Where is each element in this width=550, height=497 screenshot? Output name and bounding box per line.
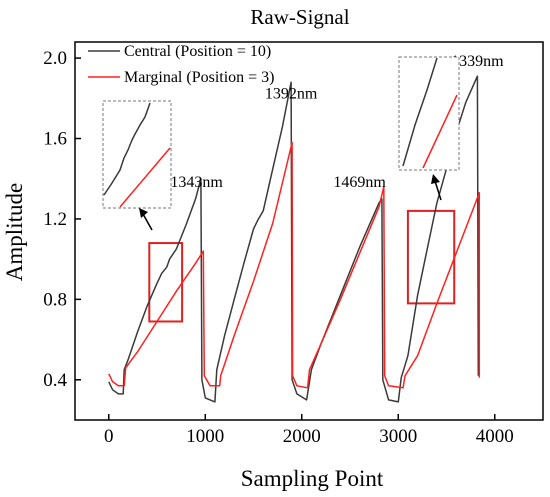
plot-frame — [74, 41, 544, 421]
annotation-wavelength: 1343nm — [170, 174, 223, 191]
y-tick-label: 0.8 — [43, 289, 67, 310]
x-axis-title: Sampling Point — [241, 466, 384, 491]
x-tick-label: 2000 — [283, 426, 321, 447]
x-tick-label: 4000 — [476, 426, 514, 447]
annotation-wavelength: 1392nm — [265, 85, 318, 102]
x-tick-label: 0 — [104, 426, 114, 447]
zoom-arrows — [139, 174, 442, 231]
zoom-inset-left — [102, 100, 172, 209]
inset-right-marginal-line — [422, 94, 458, 169]
ticks-layer: 0 1000 2000 3000 4000 0.4 0.8 1.2 1.6 2.0 — [43, 48, 514, 447]
annotation-wavelength: 1339nm — [451, 53, 504, 70]
chart-title: Raw-Signal — [250, 5, 349, 29]
inset-left-marginal-line — [119, 147, 171, 208]
legend: Central (Position = 10) Marginal (Positi… — [88, 43, 275, 86]
inset-left-central-line — [103, 102, 151, 196]
y-tick-label: 2.0 — [43, 48, 67, 69]
legend-label-central: Central (Position = 10) — [124, 43, 271, 60]
series-line-central — [108, 75, 480, 403]
zoom-arrow-right — [434, 180, 442, 201]
zoom-arrow-left-head — [139, 208, 148, 218]
y-tick-label: 1.6 — [43, 129, 67, 150]
series-line-marginal — [108, 141, 481, 389]
zoom-arrow-right-head — [431, 174, 440, 184]
y-axis-title: Amplitude — [2, 183, 27, 281]
series-layer — [108, 75, 481, 403]
y-tick-label: 1.2 — [43, 209, 67, 230]
highlight-boxes — [148, 209, 456, 323]
x-tick-label: 3000 — [379, 426, 417, 447]
zoom-inset-right — [398, 56, 460, 171]
legend-label-marginal: Marginal (Position = 3) — [124, 69, 275, 86]
highlight-box-1 — [148, 242, 184, 323]
annotation-wavelength: 1469nm — [333, 174, 386, 191]
x-tick-label: 1000 — [186, 426, 224, 447]
inset-right-central-line — [402, 57, 438, 167]
annotations-layer: 1343nm 1392nm 1469nm 1339nm — [170, 53, 504, 191]
y-tick-label: 0.4 — [43, 370, 67, 391]
zoom-arrow-left — [142, 213, 153, 231]
highlight-box-2 — [406, 209, 456, 305]
